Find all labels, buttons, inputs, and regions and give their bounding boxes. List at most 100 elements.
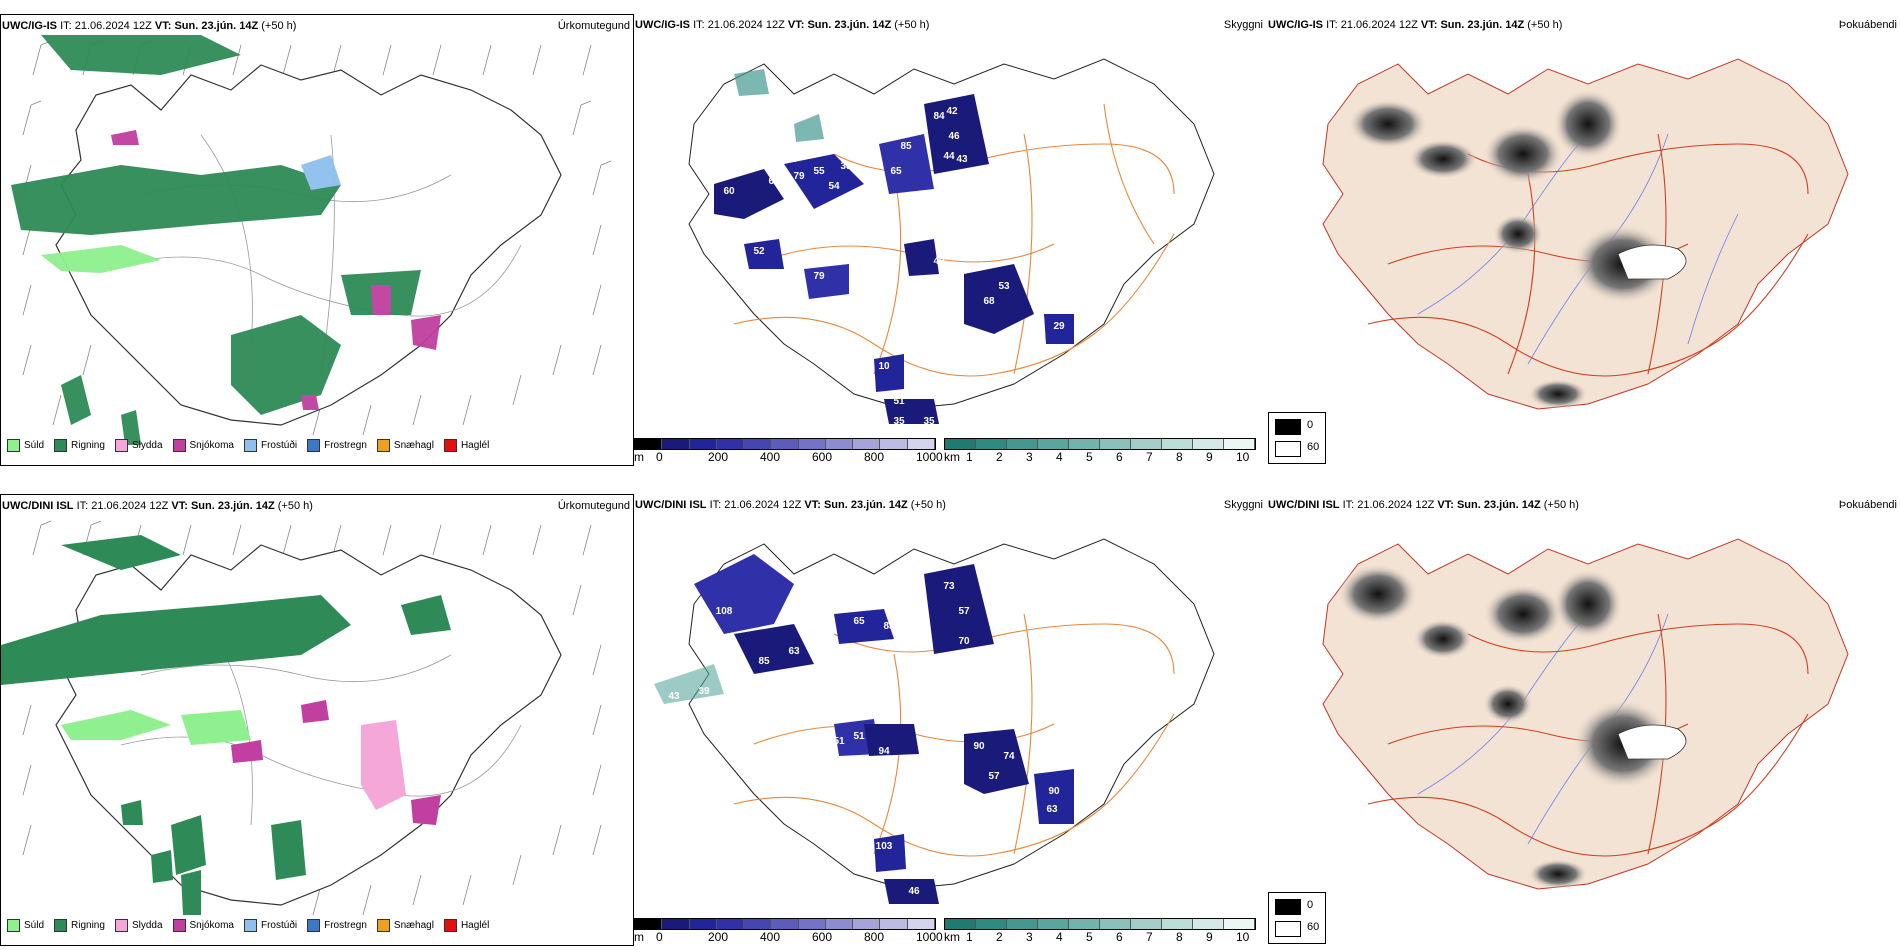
colorbar-tick: 9 bbox=[1206, 930, 1213, 944]
it-value: 21.06.2024 12Z bbox=[724, 499, 802, 511]
colorbar-tick: 9 bbox=[1206, 450, 1213, 464]
cloud-map-panel-row2: 108 85 104 101 70 73 57 65 83 43 39 63 350 51 51 94 90 74… bbox=[634, 494, 1266, 944]
legend-swatch bbox=[243, 919, 257, 932]
height-colorbar-ticks: m 0 200 400 600 800 1000 bbox=[634, 930, 943, 944]
colorbar-tick: 10 bbox=[1236, 450, 1250, 464]
legend-swatch bbox=[54, 439, 68, 452]
colorbar-segment bbox=[1069, 439, 1100, 449]
colorbar-segment bbox=[1162, 919, 1193, 929]
vt-label: VT: bbox=[804, 499, 821, 511]
colorbar-segment bbox=[907, 439, 935, 449]
lead-time: (+50 h) bbox=[277, 500, 313, 512]
visibility-colorbar bbox=[944, 918, 1256, 930]
colorbar-segment bbox=[716, 919, 745, 929]
colorbar-segment bbox=[945, 439, 976, 449]
cloud-base-label: 65 bbox=[853, 616, 865, 627]
legend-swatch bbox=[172, 439, 186, 452]
cloud-base-label: 33 bbox=[840, 161, 852, 172]
cloud-base-label: 84 bbox=[933, 111, 945, 122]
legend-label: Rigning bbox=[71, 440, 105, 451]
cloud-base-label: 51 bbox=[853, 731, 865, 742]
cloud-base-label: 62 bbox=[978, 261, 990, 272]
legend-item: Frostúði bbox=[243, 439, 297, 452]
cloud-base-label: 51 bbox=[893, 396, 905, 407]
colorbar-segment bbox=[689, 919, 717, 929]
colorbar-segment bbox=[662, 439, 690, 449]
legend-swatch bbox=[7, 439, 20, 452]
colorbar-segment bbox=[1131, 439, 1162, 449]
legend-item: Snæhagl bbox=[376, 439, 434, 452]
legend-label: Slydda bbox=[131, 440, 163, 451]
it-label: IT: bbox=[693, 19, 705, 31]
colorbar-segment bbox=[716, 439, 745, 449]
vt-value: Sun. 23.jún. 14Z bbox=[807, 19, 892, 31]
precip-legend: Súld Rigning Slydda Snjókoma Frostúði Fr… bbox=[7, 919, 489, 932]
precip-header: UWC/DINI ISL IT: 21.06.2024 12Z VT: Sun.… bbox=[2, 500, 313, 513]
lead-time: (+50 h) bbox=[910, 499, 946, 511]
height-colorbar bbox=[634, 438, 936, 450]
legend-item: Snjókoma bbox=[172, 439, 234, 452]
legend-label: Haglél bbox=[460, 920, 490, 931]
cloud-title: Skyggni bbox=[1223, 499, 1263, 511]
cloud-base-label: 51 bbox=[833, 736, 845, 747]
colorbar-tick: 400 bbox=[760, 450, 781, 464]
cloud-base-label: 73 bbox=[943, 581, 955, 592]
model-name: UWC/DINI ISL bbox=[2, 500, 74, 512]
precip-legend: Súld Rigning Slydda Snjókoma Frostúði Fr… bbox=[7, 439, 489, 452]
vt-label: VT: bbox=[787, 19, 805, 31]
legend-label: Súld bbox=[24, 920, 45, 931]
vt-value: Sun. 23.jún. 14Z bbox=[823, 499, 908, 511]
fog-title: Þokuábendi bbox=[1838, 19, 1897, 31]
it-value: 21.06.2024 12Z bbox=[74, 20, 152, 32]
legend-swatch bbox=[172, 919, 186, 932]
cloud-base-label: 38 bbox=[883, 871, 895, 882]
colorbar-tick: 600 bbox=[812, 450, 833, 464]
lead-time: (+50 h) bbox=[261, 20, 297, 32]
it-label: IT: bbox=[709, 499, 722, 511]
precip-map-panel-row2: UWC/DINI ISL IT: 21.06.2024 12Z VT: Sun.… bbox=[0, 494, 634, 946]
colorbar-tick: 8 bbox=[1176, 930, 1183, 944]
it-label: IT: bbox=[1342, 499, 1355, 511]
cloud-base-label: 43 bbox=[668, 691, 680, 702]
colorbar-tick: 200 bbox=[708, 450, 729, 464]
legend-item: Slydda bbox=[114, 439, 163, 452]
legend-swatch bbox=[443, 439, 457, 452]
visibility-colorbar-ticks: km 1 2 3 4 5 6 7 8 9 10 bbox=[944, 930, 1254, 944]
cloud-base-label: 55 bbox=[813, 166, 825, 177]
iceland-outline bbox=[55, 64, 562, 426]
colorbar-unit: km bbox=[944, 450, 960, 464]
colorbar-tick: 800 bbox=[864, 450, 885, 464]
colorbar-tick: 1000 bbox=[916, 930, 943, 944]
cloud-base-label: 10 bbox=[878, 361, 890, 372]
legend-item: Haglél bbox=[443, 919, 490, 932]
colorbar-tick: 2 bbox=[996, 450, 1003, 464]
cloud-base-label: 35 bbox=[893, 416, 905, 427]
cloud-base-label: 43 bbox=[956, 154, 968, 165]
legend-label: Frostúði bbox=[260, 920, 298, 931]
colorbar-segment bbox=[945, 919, 976, 929]
colorbar-tick: 200 bbox=[708, 930, 729, 944]
colorbar-tick: 5 bbox=[1086, 450, 1093, 464]
precip-areas bbox=[11, 35, 441, 445]
colorbar-segment bbox=[1224, 439, 1255, 449]
cloud-base-label: 37 bbox=[723, 231, 735, 242]
colorbar-unit: m bbox=[634, 930, 644, 944]
colorbar-segment bbox=[825, 439, 854, 449]
cloud-base-label: 35 bbox=[923, 416, 935, 427]
colorbar-unit: km bbox=[944, 930, 960, 944]
colorbar-segment bbox=[853, 919, 881, 929]
colorbar-tick: 6 bbox=[1116, 450, 1123, 464]
precip-areas bbox=[1, 535, 451, 915]
legend-swatch bbox=[243, 439, 257, 452]
model-name: UWC/DINI ISL bbox=[635, 499, 707, 511]
legend-label: Snæhagl bbox=[393, 440, 434, 451]
low-cloud-areas bbox=[654, 554, 1074, 904]
colorbar-tick: 4 bbox=[1056, 930, 1063, 944]
colorbar-segment bbox=[853, 439, 881, 449]
colorbar-segment bbox=[635, 919, 663, 929]
colorbar-tick: 400 bbox=[760, 930, 781, 944]
it-value: 21.06.2024 12Z bbox=[1340, 19, 1418, 31]
